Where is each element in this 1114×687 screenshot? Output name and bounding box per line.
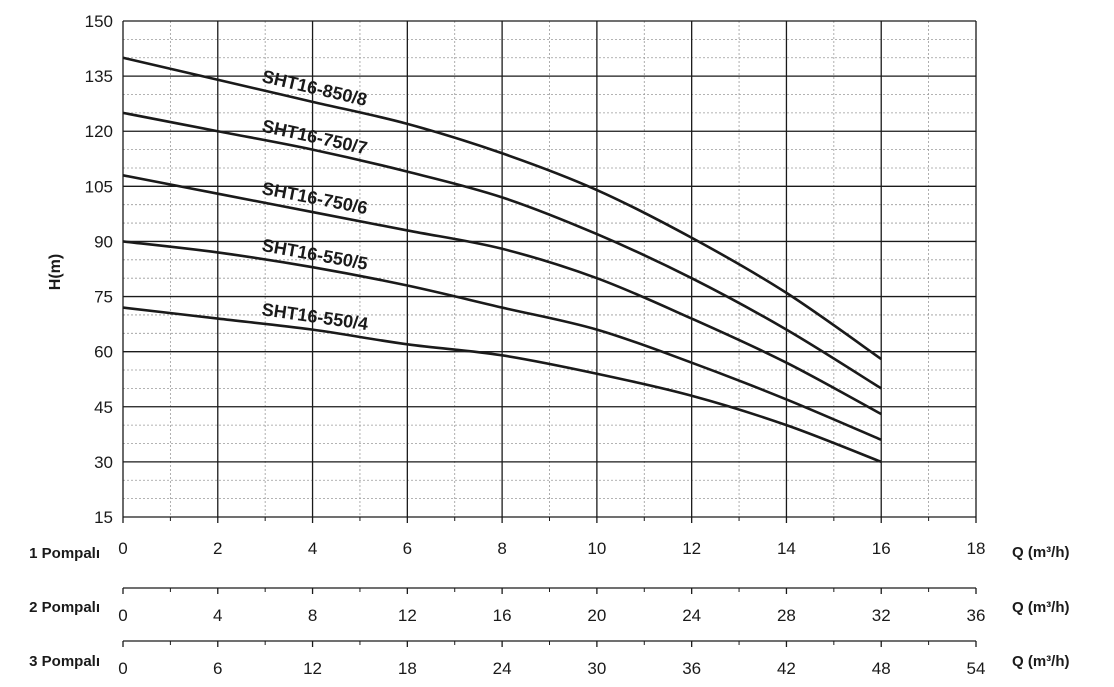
- x-tick-label: 28: [777, 606, 796, 625]
- x-tick-label: 2: [213, 539, 222, 558]
- pump-curve: [122, 56, 882, 361]
- x-axis-unit: Q (m³/h): [1012, 599, 1070, 616]
- x-axis-row-label: 3 Pompalı: [29, 653, 100, 670]
- pump-curve: [122, 111, 882, 390]
- x-axis-row-label: 1 Pompalı: [29, 545, 100, 562]
- y-tick-label: 60: [94, 343, 113, 362]
- y-tick-label: 150: [85, 12, 113, 31]
- x-tick-label: 4: [308, 539, 317, 558]
- x-tick-label: 48: [872, 659, 891, 678]
- x-axis-unit: Q (m³/h): [1012, 544, 1070, 561]
- x-tick-label: 42: [777, 659, 796, 678]
- x-tick-label: 24: [493, 659, 512, 678]
- y-tick-label: 45: [94, 398, 113, 417]
- x-tick-label: 24: [682, 606, 701, 625]
- x-tick-label: 18: [398, 659, 417, 678]
- x-tick-label: 0: [118, 659, 127, 678]
- x-tick-label: 6: [213, 659, 222, 678]
- y-tick-label: 120: [85, 122, 113, 141]
- x-tick-label: 16: [872, 539, 891, 558]
- x-axis-unit: Q (m³/h): [1012, 653, 1070, 670]
- x-tick-label: 30: [587, 659, 606, 678]
- x-tick-label: 10: [587, 539, 606, 558]
- x-tick-label: 4: [213, 606, 222, 625]
- y-axis-ticks: 15 30 45 60 75 90 105 120 135 150: [85, 12, 113, 527]
- x-tick-label: 8: [497, 539, 506, 558]
- major-grid: [122, 20, 977, 518]
- y-tick-label: 105: [85, 177, 113, 196]
- x-tick-label: 14: [777, 539, 796, 558]
- curve-label: SHT16-750/7: [260, 116, 369, 159]
- pump-curves: [122, 56, 882, 464]
- y-tick-label: 15: [94, 508, 113, 527]
- x-axis-row-label: 2 Pompalı: [29, 599, 100, 616]
- x-tick-label: 8: [308, 606, 317, 625]
- x-tick-label: 18: [967, 539, 986, 558]
- x-tick-label: 0: [118, 606, 127, 625]
- x-tick-label: 20: [587, 606, 606, 625]
- y-tick-label: 90: [94, 232, 113, 251]
- y-tick-label: 75: [94, 288, 113, 307]
- y-axis-label: H(m): [47, 254, 64, 290]
- pump-curve: [122, 240, 882, 442]
- y-tick-label: 30: [94, 453, 113, 472]
- x-tick-label: 6: [403, 539, 412, 558]
- x-tick-label: 32: [872, 606, 891, 625]
- x-axes: 0 2 4 6 8 10 12 14 16 181 Pompalı Q (m³/h)0 4 8 12 16 2…: [29, 517, 1070, 678]
- x-tick-label: 12: [303, 659, 322, 678]
- pump-curve: [122, 306, 882, 464]
- x-tick-label: 54: [967, 659, 986, 678]
- x-tick-label: 0: [118, 539, 127, 558]
- x-tick-label: 12: [682, 539, 701, 558]
- x-tick-label: 16: [493, 606, 512, 625]
- x-tick-label: 36: [967, 606, 986, 625]
- pump-curve: [122, 174, 882, 416]
- x-tick-label: 12: [398, 606, 417, 625]
- x-tick-label: 36: [682, 659, 701, 678]
- curve-labels: SHT16-850/8SHT16-750/7SHT16-750/6SHT16-5…: [260, 66, 369, 334]
- y-tick-label: 135: [85, 67, 113, 86]
- minor-grid: [123, 21, 976, 517]
